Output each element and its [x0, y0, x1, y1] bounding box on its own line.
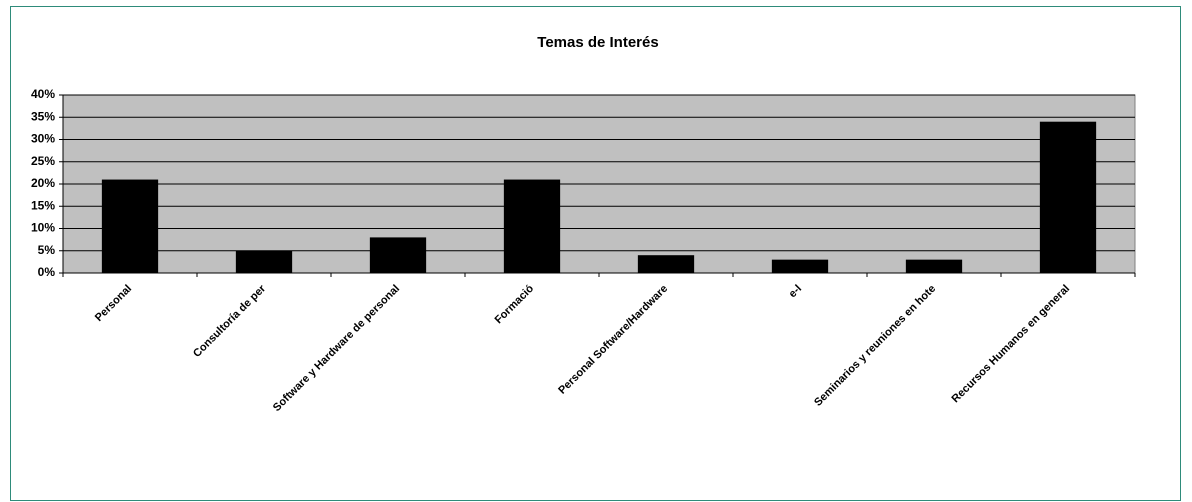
y-tick-label: 40% [31, 87, 55, 101]
y-tick-label: 35% [31, 109, 55, 123]
bar [771, 259, 829, 273]
bar [503, 179, 561, 273]
y-tick-label: 30% [31, 132, 55, 146]
y-tick-label: 5% [38, 243, 56, 257]
y-tick-label: 15% [31, 198, 55, 212]
bar [905, 259, 963, 273]
y-tick-label: 25% [31, 154, 55, 168]
y-tick-label: 10% [31, 221, 55, 235]
y-tick-label: 0% [38, 265, 56, 279]
bar [101, 179, 159, 273]
y-tick-label: 20% [31, 176, 55, 190]
bar [637, 255, 695, 273]
bar [1039, 121, 1097, 273]
chart-title: Temas de Interés [537, 34, 658, 51]
bar [369, 237, 427, 273]
bar [235, 250, 293, 273]
